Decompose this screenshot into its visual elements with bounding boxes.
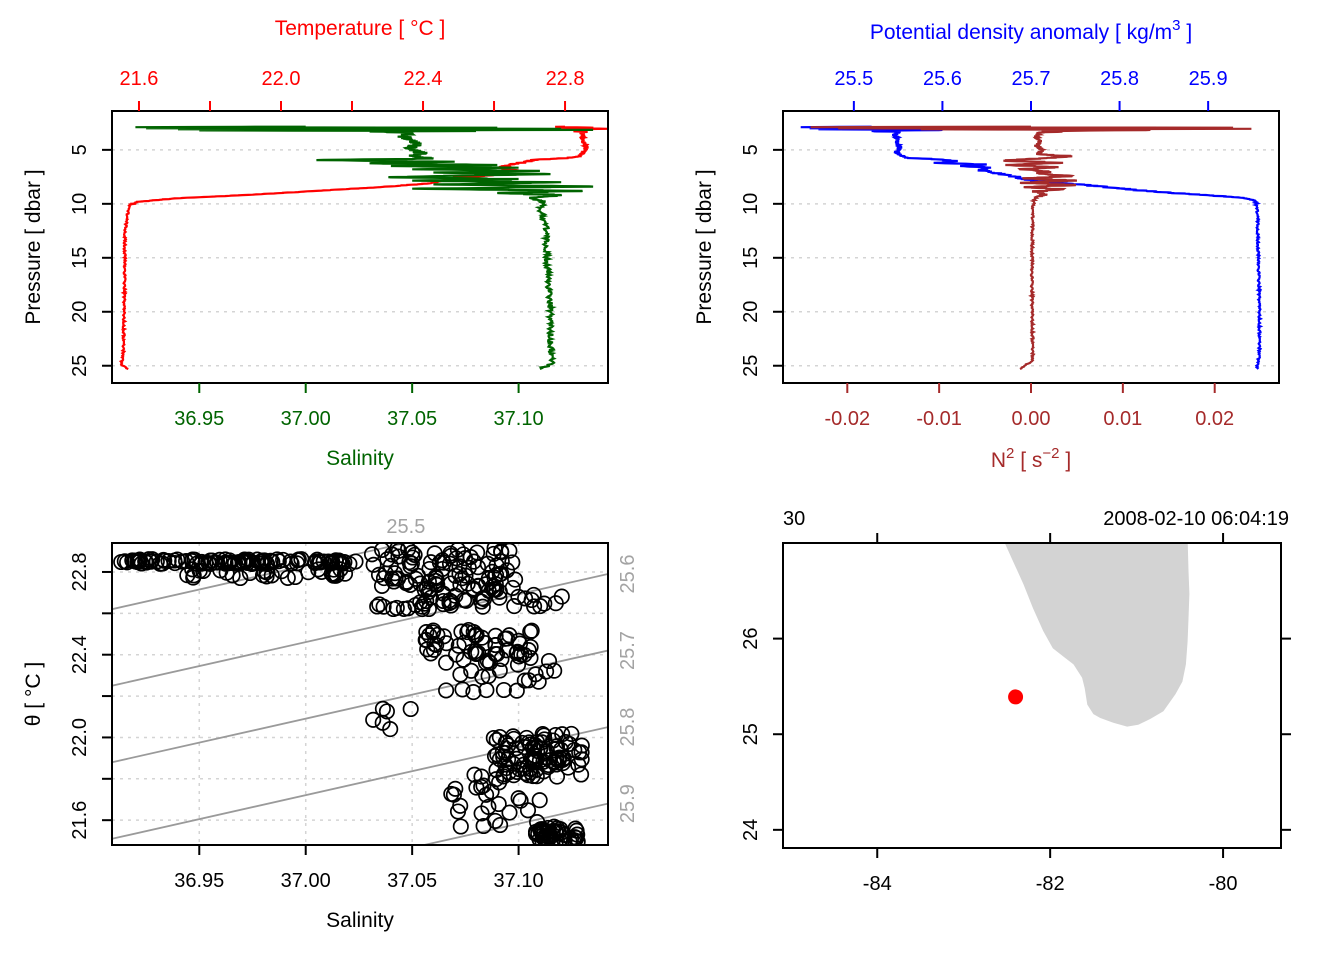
isopycnal-label: 25.7 xyxy=(617,631,639,670)
temperature-axis-title: Temperature [ °C ] xyxy=(275,17,446,40)
N2-axis: -0.02 -0.01 0.00 0.01 0.02 N2 [ s−2 ] xyxy=(824,383,1234,472)
station-number-label: 30 xyxy=(783,508,805,530)
tick-label: 25.6 xyxy=(923,68,962,90)
pressure-axis-title: Pressure [ dbar ] xyxy=(693,169,716,324)
salinity-axis: 36.95 37.00 37.05 37.10 Salinity xyxy=(174,383,544,470)
salinity-axis-title: Salinity xyxy=(326,447,394,470)
tick-label: -82 xyxy=(1036,873,1065,895)
tick-label: 5 xyxy=(69,144,91,155)
tick-label: 5 xyxy=(740,144,762,155)
plot-frame xyxy=(111,542,609,846)
potential-density-anomaly-series xyxy=(800,125,1264,370)
isopycnal-label: 25.6 xyxy=(617,555,639,594)
isopycnal-label: 25.9 xyxy=(617,784,639,823)
plot-frame xyxy=(111,110,609,384)
pressure-axis: 5 10 15 20 25 Pressure [ dbar ] xyxy=(22,144,112,377)
tick-label: 25 xyxy=(740,723,762,745)
station-dot xyxy=(1008,689,1024,705)
tick-label: -80 xyxy=(1209,873,1238,895)
theta-axis-title: θ [ °C ] xyxy=(22,662,45,726)
tick-label: 0.02 xyxy=(1195,408,1234,430)
tick-label: -0.02 xyxy=(824,408,870,430)
tick-label: 25 xyxy=(69,355,91,377)
N2-axis-title: N2 [ s−2 ] xyxy=(991,445,1071,472)
plot-frame xyxy=(782,110,1280,384)
tick-label: 25.8 xyxy=(1100,68,1139,90)
temperature-axis: 21.6 22.0 22.4 22.8 Temperature [ °C ] xyxy=(120,17,585,111)
tick-label: 15 xyxy=(69,247,91,269)
tick-label: 0.00 xyxy=(1012,408,1051,430)
theta-axis: 22.8 22.4 22.0 21.6 θ [ °C ] xyxy=(22,552,112,840)
tick-label: 37.10 xyxy=(494,408,544,430)
potential-density-anomaly-axis: 25.5 25.6 25.7 25.8 25.9 Potential density an… xyxy=(834,17,1228,111)
pressure-axis-title: Pressure [ dbar ] xyxy=(22,169,45,324)
tick-label: 37.10 xyxy=(494,870,544,892)
tick-label: 25.5 xyxy=(834,68,873,90)
tick-label: 24 xyxy=(740,819,762,841)
tick-label: 37.05 xyxy=(387,408,437,430)
tick-label: 22.0 xyxy=(69,718,91,757)
tick-label: 15 xyxy=(740,247,762,269)
panel-ts-diagram: 25.5 25.6 25.7 25.8 25.9 36.95 37.00 37.05 37.10… xyxy=(22,516,639,932)
tick-label: 22.8 xyxy=(546,68,585,90)
tick-label: 10 xyxy=(69,193,91,215)
salinity-series xyxy=(135,125,594,371)
tick-label: 25.7 xyxy=(1012,68,1051,90)
temperature-series xyxy=(118,125,608,371)
tick-label: 0.01 xyxy=(1103,408,1142,430)
salinity-axis-title: Salinity xyxy=(326,909,394,932)
gridlines xyxy=(112,149,608,367)
longitude-axis: -84 -82 -80 xyxy=(863,533,1238,895)
tick-label: 22.8 xyxy=(69,552,91,591)
tick-label: 37.00 xyxy=(281,408,331,430)
florida-land xyxy=(1004,543,1190,727)
ts-scatter xyxy=(113,543,590,845)
pressure-axis: 5 10 15 20 25 Pressure [ dbar ] xyxy=(693,144,783,377)
tick-label: -0.01 xyxy=(916,408,962,430)
tick-label: 21.6 xyxy=(69,801,91,840)
panel-density-n2-profile: 25.5 25.6 25.7 25.8 25.9 Potential density an… xyxy=(693,17,1280,472)
isopycnal-lines xyxy=(112,543,608,845)
isopycnal-label: 25.5 xyxy=(386,516,425,538)
plot-frame xyxy=(782,542,1282,849)
tick-label: 36.95 xyxy=(174,408,224,430)
tick-label: 22.4 xyxy=(69,635,91,674)
tick-label: 25 xyxy=(740,355,762,377)
isopycnal-label: 25.8 xyxy=(617,708,639,747)
salinity-axis: 36.95 37.00 37.05 37.10 Salinity xyxy=(174,845,544,932)
datetime-label: 2008-02-10 06:04:19 xyxy=(1103,508,1289,530)
tick-label: 22.0 xyxy=(262,68,301,90)
tick-label: 37.00 xyxy=(281,870,331,892)
N2-series xyxy=(810,125,1252,370)
tick-label: 37.05 xyxy=(387,870,437,892)
tick-label: 20 xyxy=(69,301,91,323)
tick-label: 20 xyxy=(740,301,762,323)
tick-label: 22.4 xyxy=(404,68,443,90)
tick-label: 26 xyxy=(740,627,762,649)
potential-density-anomaly-axis-title: Potential density anomaly [ kg/m3 ] xyxy=(870,17,1192,44)
latitude-axis: 24 25 26 xyxy=(740,627,1291,841)
tick-label: 21.6 xyxy=(120,68,159,90)
tick-label: 10 xyxy=(740,193,762,215)
tick-label: 36.95 xyxy=(174,870,224,892)
tick-label: 25.9 xyxy=(1189,68,1228,90)
panel-station-map: -84 -82 -80 24 25 26 30 2008-02-10 06:04:19 xyxy=(740,508,1291,895)
tick-label: -84 xyxy=(863,873,892,895)
